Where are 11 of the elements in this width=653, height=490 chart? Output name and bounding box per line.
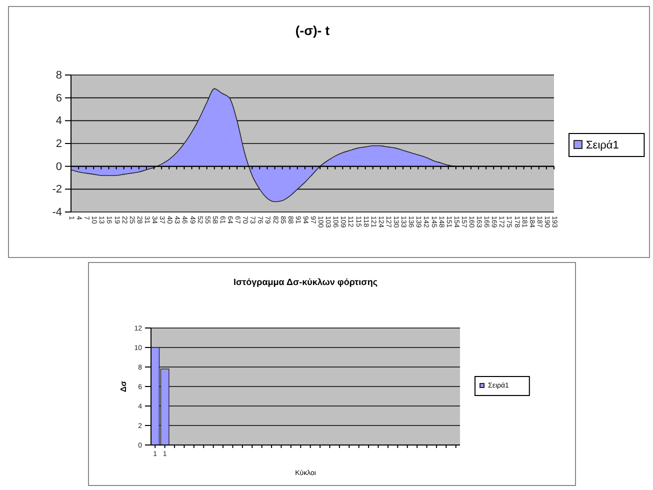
y-tick-label: 6	[56, 92, 62, 104]
y-tick-label: 4	[56, 115, 62, 128]
y-axis-title: Δσ	[119, 380, 128, 392]
chart-title: Ιστόγραμμα Δσ-κύκλων φόρτισης	[234, 277, 378, 287]
y-tick-label: 0	[56, 160, 62, 173]
legend-label: Σειρά1	[586, 140, 619, 152]
y-tick-label: -2	[52, 184, 62, 196]
chart-title: (-σ)- t	[295, 23, 330, 38]
y-tick-label: -4	[52, 206, 62, 219]
y-tick-label: 2	[56, 138, 62, 150]
y-tick-label: 8	[56, 70, 62, 82]
